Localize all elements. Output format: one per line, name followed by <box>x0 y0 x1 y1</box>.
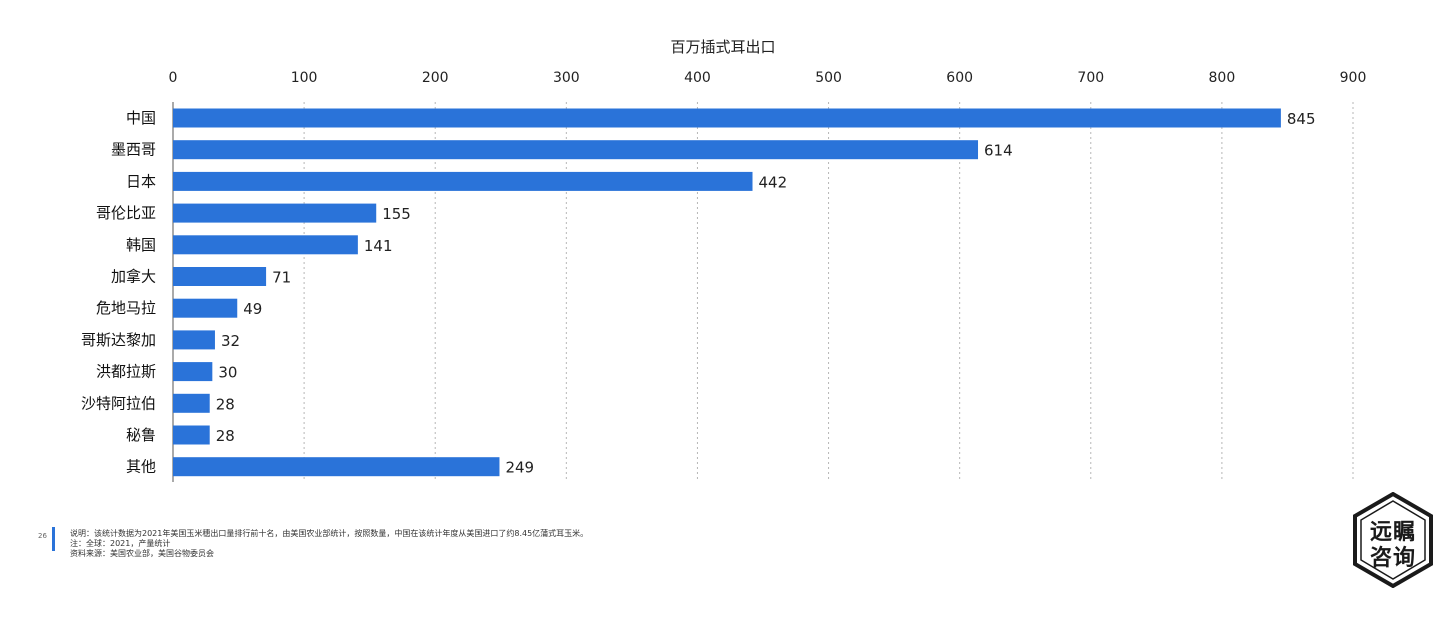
category-label: 韩国 <box>126 236 156 254</box>
category-label: 洪都拉斯 <box>96 363 156 381</box>
x-tick-label: 0 <box>169 70 178 86</box>
category-label: 秘鲁 <box>126 426 156 444</box>
x-tick-label: 800 <box>1209 70 1236 86</box>
bar <box>173 108 1281 128</box>
category-label: 中国 <box>126 109 156 127</box>
bar <box>173 457 500 477</box>
chart-title: 百万插式耳出口 <box>670 38 775 56</box>
value-label: 30 <box>218 364 237 382</box>
gridlines <box>303 102 1354 482</box>
accent-rule <box>52 527 55 551</box>
bar <box>173 330 215 350</box>
bars <box>173 108 1281 477</box>
bar <box>173 235 358 255</box>
bar <box>173 362 213 382</box>
bar <box>173 171 753 191</box>
brand-logo: 远瞩 咨询 <box>1352 492 1434 588</box>
bar <box>173 203 377 223</box>
note-description: 说明：该统计数据为2021年美国玉米穗出口量排行前十名，由美国农业部统计，按照数… <box>70 529 589 538</box>
value-label: 249 <box>505 459 534 477</box>
value-label: 71 <box>272 269 291 287</box>
logo-text-line2: 咨询 <box>1369 545 1416 571</box>
note-source: 资料来源：美国农业部，美国谷物委员会 <box>70 549 214 558</box>
category-label: 沙特阿拉伯 <box>81 394 156 412</box>
x-tick-label: 500 <box>815 70 842 86</box>
category-label: 危地马拉 <box>96 299 156 317</box>
bar <box>173 298 238 318</box>
value-label: 614 <box>984 142 1013 160</box>
category-label: 哥伦比亚 <box>96 204 156 222</box>
x-tick-label: 200 <box>422 70 449 86</box>
value-label: 845 <box>1287 110 1316 128</box>
note-lines: 说明：该统计数据为2021年美国玉米穗出口量排行前十名，由美国农业部统计，按照数… <box>70 529 588 559</box>
x-tick-label: 700 <box>1077 70 1104 86</box>
category-label: 哥斯达黎加 <box>81 331 156 349</box>
bar-chart: 百万插式耳出口 0 100 200 300 400 500 600 700 800 900 中国墨… <box>81 38 1367 482</box>
category-label: 其他 <box>126 458 156 476</box>
category-label: 日本 <box>126 172 156 190</box>
category-label: 加拿大 <box>111 268 156 286</box>
value-label: 141 <box>364 237 393 255</box>
value-label: 32 <box>221 332 240 350</box>
x-tick-label: 400 <box>684 70 711 86</box>
bar <box>173 267 267 286</box>
x-axis-ticks: 0 100 200 300 400 500 600 700 800 900 <box>169 70 1367 86</box>
bar <box>173 425 210 445</box>
x-tick-label: 100 <box>291 70 318 86</box>
bar <box>173 140 979 160</box>
bar <box>173 393 210 413</box>
note-remark: 注：全球：2021，产量统计 <box>70 539 171 548</box>
x-tick-label: 600 <box>946 70 973 86</box>
value-label: 28 <box>216 395 235 413</box>
value-label: 28 <box>216 427 235 445</box>
category-label: 墨西哥 <box>111 141 156 159</box>
logo-text-line1: 远瞩 <box>1369 519 1416 545</box>
value-label: 155 <box>382 205 411 223</box>
value-label: 49 <box>243 300 262 318</box>
x-tick-label: 300 <box>553 70 580 86</box>
value-label: 442 <box>759 173 788 191</box>
x-tick-label: 900 <box>1340 70 1367 86</box>
hexagon-badge-icon <box>1353 492 1433 588</box>
page-number: 26 <box>38 532 47 540</box>
